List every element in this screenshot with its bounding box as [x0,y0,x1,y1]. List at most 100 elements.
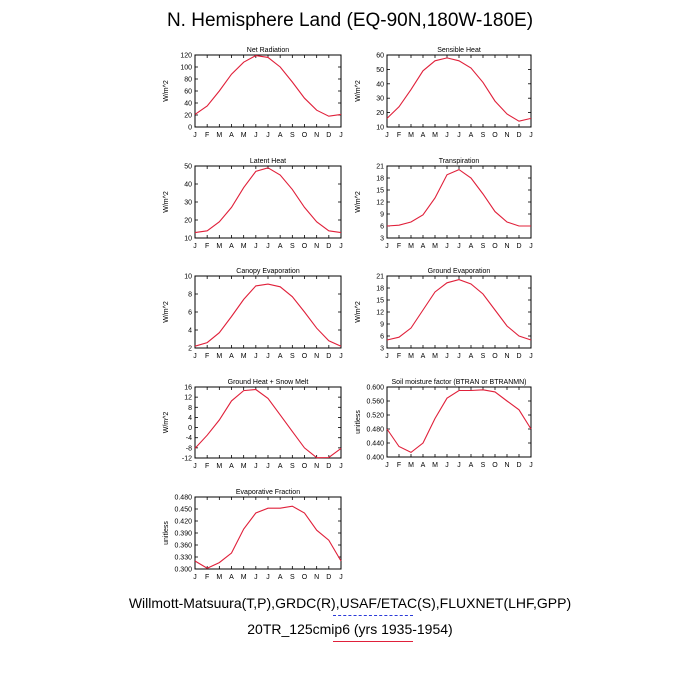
series-line [194,55,342,117]
y-tick-label: 120 [180,53,192,60]
x-tick-label: A [229,353,234,360]
x-tick-label: J [193,463,197,470]
x-tick-label: O [302,574,308,581]
x-tick-label: A [278,353,283,360]
y-tick-label: -8 [186,445,192,452]
x-tick-label: D [326,132,331,139]
y-tick-label: 8 [188,292,192,299]
y-tick-label: 3 [380,236,384,243]
x-tick-label: F [205,574,209,581]
y-tick-label: 6 [380,224,384,231]
plot-frame [386,165,532,239]
y-tick-label: 6 [380,334,384,341]
y-tick-label: 20 [184,218,192,225]
x-tick-label: M [216,132,222,139]
x-tick-label: M [216,574,222,581]
y-tick-label: 0.520 [366,413,384,420]
y-tick-label: 0.300 [174,567,192,574]
x-tick-label: J [254,132,258,139]
y-tick-label: 9 [380,212,384,219]
series-line [386,168,531,227]
x-tick-label: M [408,243,414,250]
y-tick-label: 0.600 [366,385,384,392]
x-tick-label: D [326,353,331,360]
x-tick-label: J [193,353,197,360]
x-tick-label: F [397,243,401,250]
x-tick-label: A [278,574,283,581]
x-tick-label: J [266,243,270,250]
x-tick-label: M [216,463,222,470]
x-tick-label: O [492,353,498,360]
x-tick-label: N [504,353,509,360]
x-tick-label: M [408,132,414,139]
x-tick-label: S [481,462,486,469]
x-tick-label: J [457,243,461,250]
y-tick-label: 0.440 [366,441,384,448]
panel-title: Canopy Evaporation [236,268,300,275]
panel-title: Ground Evaporation [428,268,491,275]
y-axis-label: W/m^2 [355,301,362,323]
series-line [194,388,342,459]
plot-frame [194,54,342,128]
y-tick-label: 40 [184,101,192,108]
y-axis-label: unitless [355,410,362,434]
y-tick-label: 9 [380,322,384,329]
y-tick-label: 21 [376,164,384,171]
x-tick-label: A [469,462,474,469]
x-tick-label: A [421,462,426,469]
y-tick-label: 18 [376,286,384,293]
y-tick-label: 10 [184,274,192,281]
y-axis-label: W/m^2 [163,191,170,213]
x-tick-label: A [469,243,474,250]
plot-frame [386,54,532,128]
panel-title: Sensible Heat [437,47,481,54]
series-line [194,505,342,569]
y-tick-label: 16 [184,385,192,392]
y-tick-label: -12 [182,456,192,463]
x-tick-label: J [529,132,533,139]
y-tick-label: 21 [376,274,384,281]
y-tick-label: 12 [376,310,384,317]
x-tick-label: M [408,462,414,469]
y-tick-label: 50 [184,164,192,171]
y-tick-label: 4 [188,415,192,422]
x-tick-label: J [266,463,270,470]
x-tick-label: D [516,462,521,469]
x-tick-label: J [193,243,197,250]
series-line [386,57,532,122]
x-tick-label: N [504,243,509,250]
x-tick-label: J [254,353,258,360]
x-tick-label: S [481,243,486,250]
x-tick-label: N [314,463,319,470]
y-tick-label: 40 [184,182,192,189]
x-tick-label: D [516,243,521,250]
y-tick-label: 0.400 [366,455,384,462]
x-tick-label: J [385,243,389,250]
x-tick-label: J [339,574,343,581]
x-tick-label: A [229,243,234,250]
chart-panel-7: Ground Heat + Snow Melt W/m^2 -12 -8 -4 0 4 8 12… [163,379,343,470]
y-tick-label: 0.360 [174,543,192,550]
x-tick-label: S [290,574,295,581]
plot-frame [386,275,532,349]
x-tick-label: N [504,132,509,139]
x-tick-label: O [492,243,498,250]
x-tick-label: D [326,243,331,250]
x-tick-label: N [314,353,319,360]
x-tick-label: J [254,243,258,250]
x-tick-label: J [445,243,449,250]
x-tick-label: A [278,463,283,470]
y-tick-label: 60 [376,53,384,60]
x-tick-label: N [504,462,509,469]
y-tick-label: 20 [376,110,384,117]
x-tick-label: M [432,243,438,250]
x-tick-label: J [266,132,270,139]
x-tick-label: O [302,243,308,250]
x-tick-label: M [432,462,438,469]
y-tick-label: 8 [188,405,192,412]
